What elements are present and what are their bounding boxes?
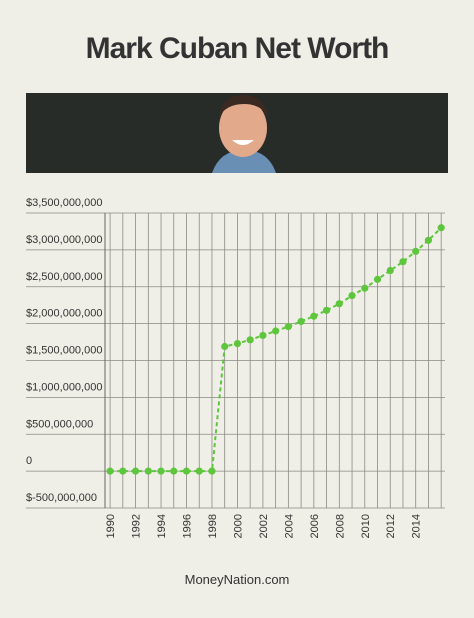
point xyxy=(119,467,127,475)
x-tick-label: 2008 xyxy=(334,514,346,538)
y-tick-label: $500,000,000 xyxy=(26,418,93,430)
point xyxy=(233,339,242,348)
x-tick-label: 1998 xyxy=(207,514,219,538)
point xyxy=(272,327,280,335)
point xyxy=(157,467,165,475)
point xyxy=(437,224,445,232)
y-tick-label: $1,500,000,000 xyxy=(26,345,102,357)
x-tick-label: 1992 xyxy=(131,514,143,538)
y-tick-label: 0 xyxy=(26,455,32,467)
point xyxy=(208,467,216,475)
x-tick-label: 2010 xyxy=(360,514,372,538)
point xyxy=(182,467,191,475)
point xyxy=(361,284,369,292)
chart-title: Mark Cuban Net Worth xyxy=(86,32,389,65)
point xyxy=(170,467,178,475)
source: MoneyNation.com xyxy=(185,572,290,587)
point xyxy=(246,336,254,344)
y-tick-label: $2,000,000,000 xyxy=(26,308,102,320)
point xyxy=(259,331,267,340)
point xyxy=(348,292,356,300)
point xyxy=(144,467,152,475)
point xyxy=(221,342,229,351)
point xyxy=(335,300,343,308)
x-tick-label: 2004 xyxy=(283,514,295,538)
point xyxy=(195,467,203,475)
x-tick-label: 2006 xyxy=(309,514,321,538)
point xyxy=(386,266,394,275)
x-tick-label: 1996 xyxy=(181,514,193,538)
point xyxy=(297,317,305,326)
y-tick-label: $1,000,000,000 xyxy=(26,381,102,393)
y-tick-label: $-500,000,000 xyxy=(26,492,97,504)
point xyxy=(310,312,318,320)
point xyxy=(373,275,382,283)
point xyxy=(399,258,407,266)
x-tick-label: 2012 xyxy=(385,514,397,538)
point xyxy=(424,236,433,244)
point xyxy=(322,306,331,314)
x-tick-label: 2002 xyxy=(258,514,270,538)
y-tick-label: $3,500,000,000 xyxy=(26,197,102,209)
x-tick-label: 2014 xyxy=(411,514,423,538)
x-tick-label: 2000 xyxy=(232,514,244,538)
y-tick-label: $3,000,000,000 xyxy=(26,234,102,246)
x-tick-label: 1990 xyxy=(105,514,117,538)
banner xyxy=(26,93,448,173)
x-tick-label: 1994 xyxy=(156,514,168,538)
y-tick-label: $2,500,000,000 xyxy=(26,271,102,283)
point xyxy=(106,467,114,475)
point xyxy=(131,467,140,475)
point xyxy=(412,247,420,255)
point xyxy=(284,322,292,331)
